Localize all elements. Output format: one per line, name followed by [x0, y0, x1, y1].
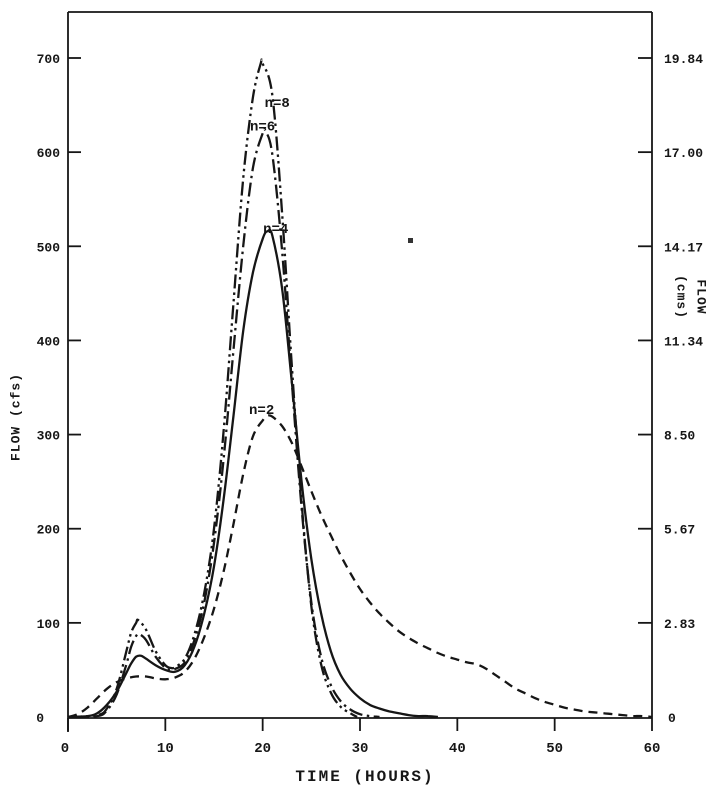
- x-tick-label: 50: [546, 741, 563, 757]
- y-tick-label-left: 600: [37, 146, 61, 161]
- scan-speck: [408, 238, 413, 243]
- curve-n2: [67, 414, 653, 719]
- x-tick-label: 30: [352, 741, 369, 757]
- curve-label-n6: n=6: [250, 119, 275, 135]
- y-tick-label-left: 0: [36, 711, 44, 726]
- y-axis-title-left: FLOW (cfs): [8, 372, 24, 462]
- y-tick-label-right: 11.34: [664, 334, 703, 349]
- y-tick-label-right: 14.17: [664, 240, 703, 255]
- y-tick-label-left: 300: [37, 429, 61, 444]
- x-tick-label: 20: [254, 741, 271, 757]
- y-axis-title-right-line1: FLOW: [693, 279, 709, 315]
- x-tick-label: 10: [157, 741, 174, 757]
- y-tick-label-left: 700: [37, 52, 61, 67]
- y-tick-label-right: 0: [668, 711, 676, 726]
- curve-n4: [67, 228, 439, 719]
- y-tick-label-right: 2.83: [664, 617, 695, 632]
- x-tick-label: 60: [644, 741, 661, 757]
- y-tick-label-right: 19.84: [664, 52, 703, 67]
- curve-label-n8: n=8: [265, 96, 290, 112]
- y-tick-label-right: 5.67: [664, 523, 695, 538]
- y-tick-label-left: 100: [37, 617, 61, 632]
- y-tick-label-left: 500: [37, 240, 61, 255]
- y-tick-label-left: 400: [37, 334, 61, 349]
- curve-n6: [67, 127, 380, 719]
- curve-n8: [67, 58, 358, 719]
- x-tick-label: 0: [61, 741, 69, 757]
- y-tick-label-right: 17.00: [664, 146, 703, 161]
- curve-label-n2: n=2: [249, 403, 274, 419]
- x-tick-label: 40: [449, 741, 466, 757]
- x-axis-title: TIME (HOURS): [295, 768, 435, 786]
- y-tick-label-right: 8.50: [664, 429, 695, 444]
- y-axis-title-right-line2: (cms): [674, 274, 689, 320]
- y-tick-label-left: 200: [37, 523, 61, 538]
- curve-label-n4: n=4: [263, 222, 288, 238]
- y-axis-title-right: FLOW (cms): [672, 275, 711, 319]
